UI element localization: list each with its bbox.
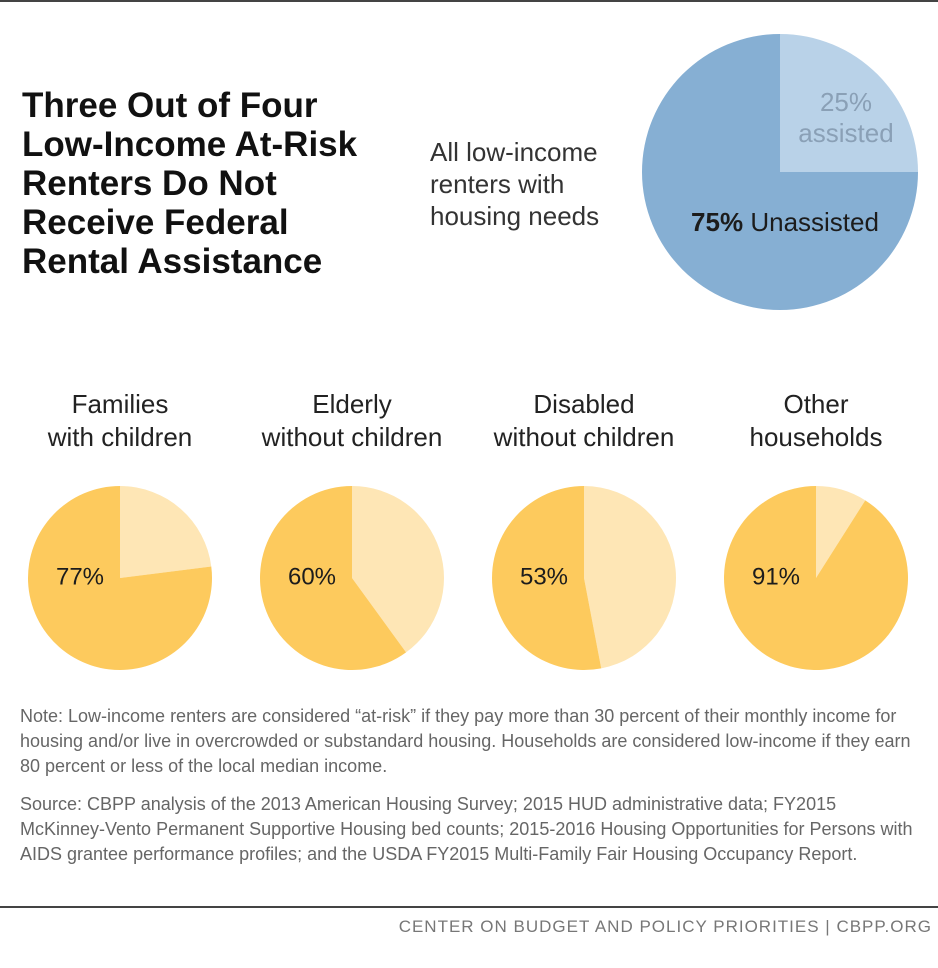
subtitle: All low-income renters with housing need… <box>430 137 600 231</box>
pie-slice <box>724 486 909 670</box>
category-label: Unassisted <box>750 207 879 237</box>
pie-title: Disabled without children <box>493 389 675 452</box>
pie-title: Families with children <box>47 389 193 452</box>
pie-slice <box>584 486 676 669</box>
value-label: 77% <box>56 563 104 590</box>
value-label: 25% <box>820 87 872 117</box>
top-rule <box>0 0 938 2</box>
pie-slice <box>352 486 444 653</box>
pie-slice <box>816 486 866 578</box>
footer: CENTER ON BUDGET AND POLICY PRIORITIES |… <box>398 917 932 936</box>
slice-label: 75% Unassisted <box>691 207 879 237</box>
pie-slice <box>120 486 212 578</box>
note: Note: Low-income renters are considered … <box>20 706 911 776</box>
title: Three Out of Four Low-Income At-Risk Ren… <box>22 86 358 281</box>
value-label: 91% <box>752 563 800 590</box>
bottom-rule <box>0 906 938 908</box>
pie-slice <box>491 486 602 670</box>
pie-slice <box>642 34 918 310</box>
category-label: assisted <box>798 118 893 148</box>
value-label: 60% <box>288 563 336 590</box>
pie-slice <box>780 34 918 172</box>
source: Source: CBPP analysis of the 2013 Americ… <box>20 794 913 864</box>
pie-title: Other households <box>749 389 883 452</box>
value-label: 53% <box>520 563 568 590</box>
value-label: 75% <box>691 207 743 237</box>
pie-slice <box>259 486 407 671</box>
pie-title: Elderly without children <box>261 389 443 452</box>
pie-slice <box>28 486 212 670</box>
